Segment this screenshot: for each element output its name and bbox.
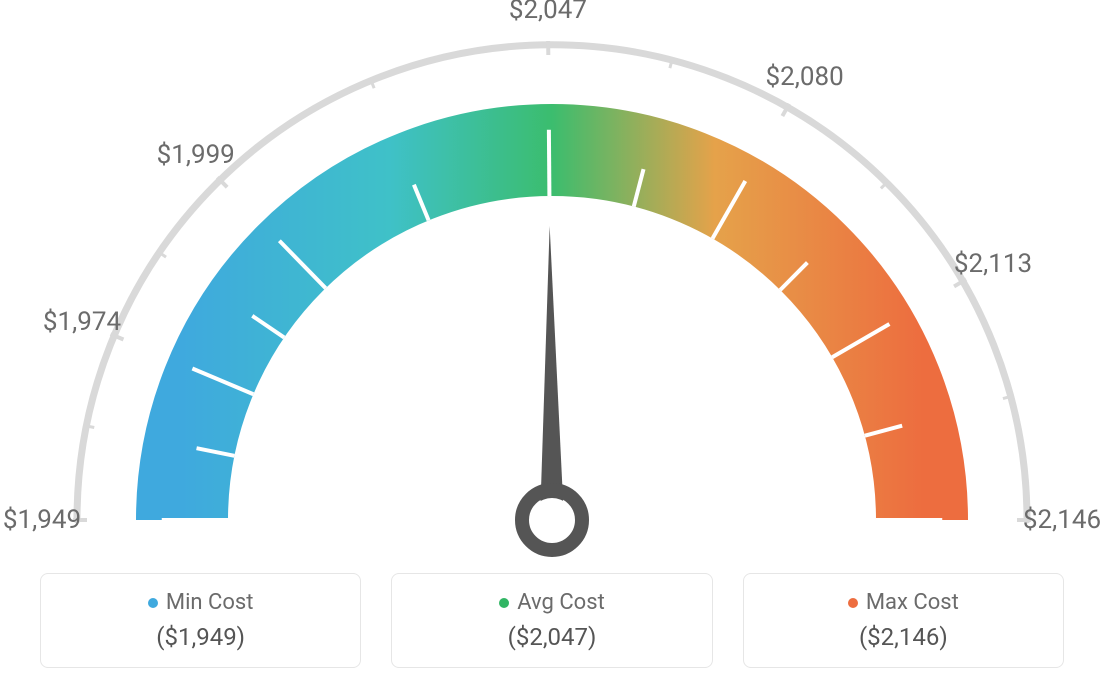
gauge-tick-label: $2,113 xyxy=(954,249,1032,279)
gauge-tick-label: $2,146 xyxy=(1023,505,1101,535)
max-cost-card: Max Cost ($2,146) xyxy=(743,573,1064,668)
min-cost-label: Min Cost xyxy=(166,590,254,615)
max-cost-title: Max Cost xyxy=(758,590,1049,615)
avg-cost-title: Avg Cost xyxy=(406,590,697,615)
max-cost-value: ($2,146) xyxy=(758,623,1049,651)
max-cost-label: Max Cost xyxy=(866,590,959,615)
gauge-tick-label: $1,974 xyxy=(43,307,121,337)
avg-dot-icon xyxy=(499,598,509,608)
gauge-tick-label: $1,999 xyxy=(157,140,235,170)
cost-gauge-widget: $1,949 $1,974 $1,999 $2,047 $2,080 $2,113 $2,1… xyxy=(0,0,1104,690)
avg-cost-label: Avg Cost xyxy=(517,590,605,615)
gauge-tick-label: $1,949 xyxy=(3,505,81,535)
avg-cost-card: Avg Cost ($2,047) xyxy=(391,573,712,668)
gauge: $1,949$1,974$1,999$2,047$2,080$2,113$2,1… xyxy=(52,20,1052,560)
summary-cards: Min Cost ($1,949) Avg Cost ($2,047) Max … xyxy=(0,573,1104,668)
gauge-labels: $1,949$1,974$1,999$2,047$2,080$2,113$2,1… xyxy=(52,20,1052,560)
max-dot-icon xyxy=(848,598,858,608)
min-dot-icon xyxy=(148,598,158,608)
min-cost-value: ($1,949) xyxy=(55,623,346,651)
avg-cost-value: ($2,047) xyxy=(406,623,697,651)
min-cost-card: Min Cost ($1,949) xyxy=(40,573,361,668)
gauge-tick-label: $2,080 xyxy=(766,62,844,92)
gauge-tick-label: $2,047 xyxy=(509,0,587,25)
min-cost-title: Min Cost xyxy=(55,590,346,615)
